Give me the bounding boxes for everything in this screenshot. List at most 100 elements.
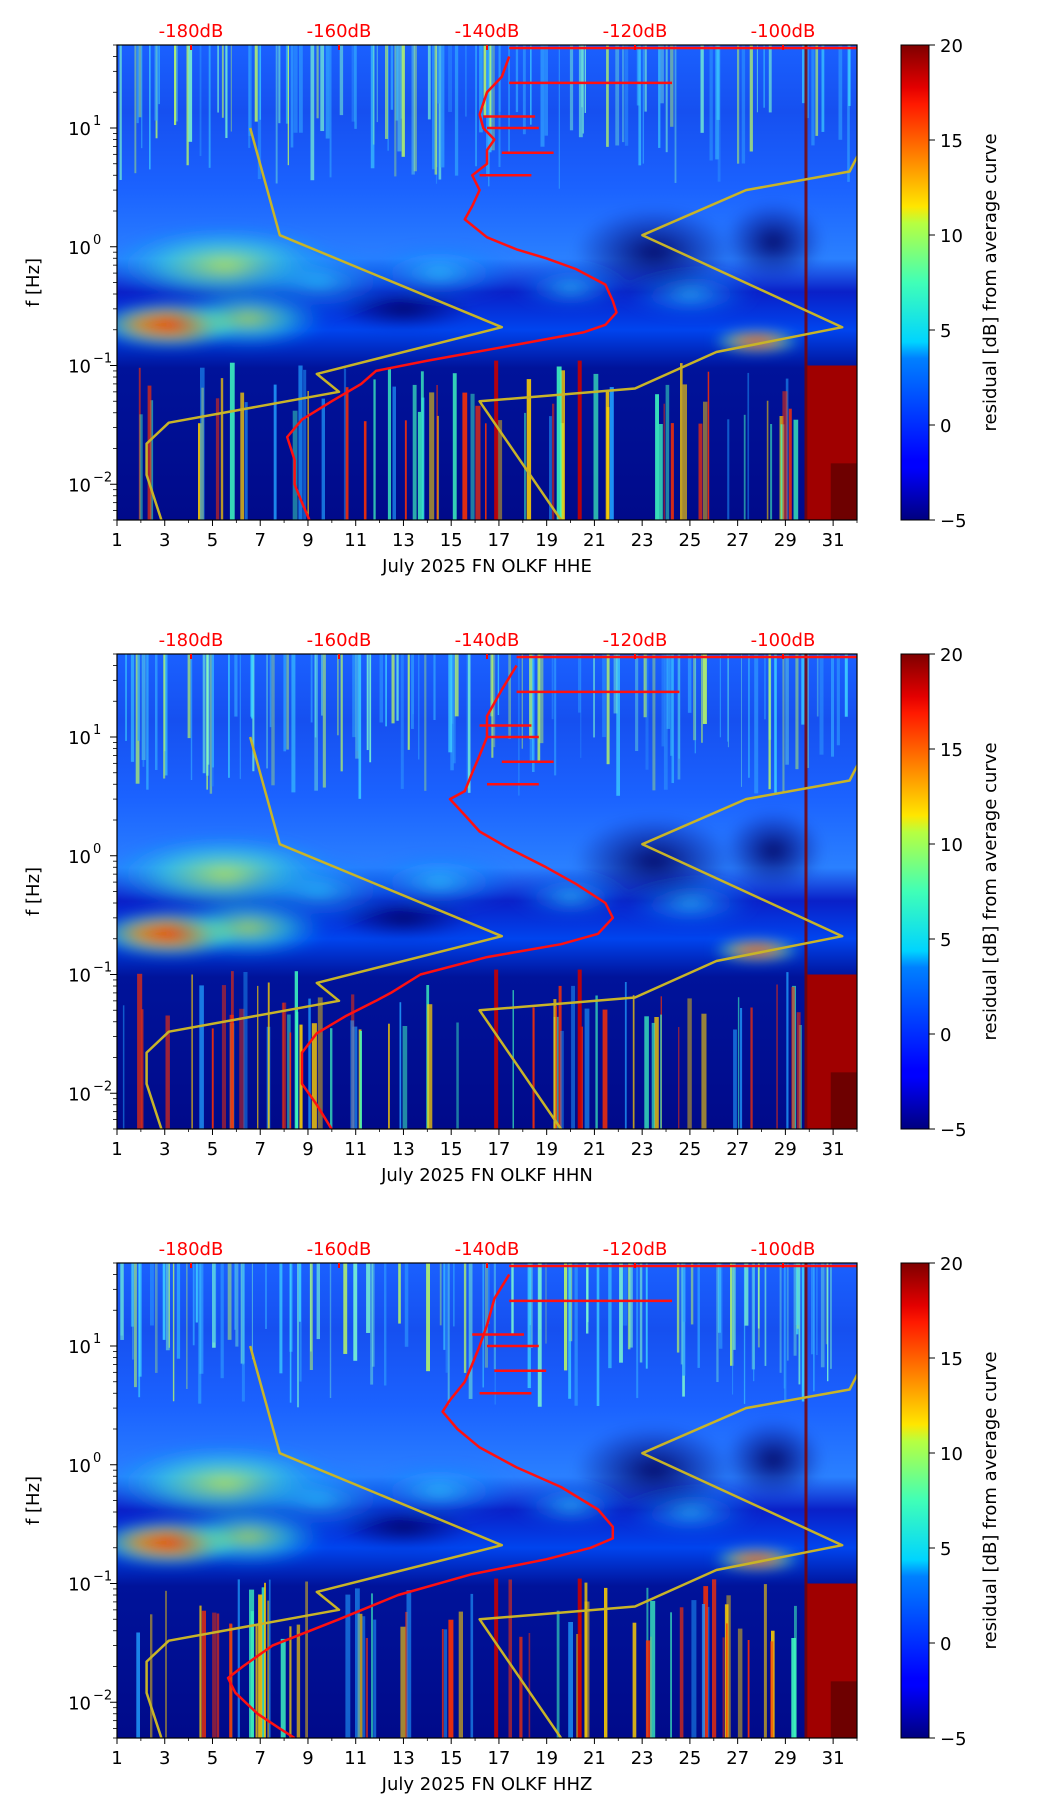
y-axis-title: f [Hz] — [23, 867, 44, 916]
top-axis-label: -120dB — [603, 21, 668, 42]
colorbar-tick-label: 15 — [940, 131, 963, 152]
x-tick-label: 25 — [678, 1748, 701, 1769]
colorbar-tick-label: −5 — [940, 1120, 967, 1141]
top-axis-label: -140dB — [455, 1239, 520, 1260]
x-tick-label: 23 — [631, 530, 654, 551]
y-tick-label: 10 — [68, 119, 91, 140]
colorbar-tick-label: 5 — [940, 930, 951, 951]
x-tick-label: 13 — [392, 530, 415, 551]
colorbar-tick-label: 20 — [940, 36, 963, 57]
x-tick-label: 11 — [344, 530, 367, 551]
noise-model-nhnm — [478, 1372, 857, 1738]
y-tick-label: 10 — [68, 1084, 91, 1105]
x-tick-label: 3 — [159, 1139, 170, 1160]
y-tick-exponent: 1 — [93, 114, 101, 129]
x-tick-label: 29 — [774, 1139, 797, 1160]
x-tick-label: 7 — [254, 1139, 265, 1160]
x-tick-label: 13 — [392, 1139, 415, 1160]
psd-curve — [300, 664, 615, 1129]
noise-model-nlnm — [145, 1345, 504, 1738]
colorbar: −5 0 5 10 15 20 residual [dB] from average cur… — [900, 645, 1001, 1141]
psd-spikes — [479, 81, 672, 177]
y-tick-exponent: −1 — [93, 352, 112, 367]
top-axis-label: -140dB — [455, 630, 520, 651]
x-tick-label: 13 — [392, 1748, 415, 1769]
psd-curve — [285, 56, 618, 520]
y-tick-label: 10 — [68, 728, 91, 749]
x-tick-label: 21 — [583, 1139, 606, 1160]
x-tick-label: 27 — [726, 1139, 749, 1160]
x-tick-label: 21 — [583, 1748, 606, 1769]
x-tick-label: 19 — [535, 1748, 558, 1769]
x-tick-label: 5 — [207, 530, 218, 551]
noise-model-nlnm — [145, 127, 504, 520]
x-tick-label: 19 — [535, 1139, 558, 1160]
x-tick-label: 1 — [111, 1139, 122, 1160]
colorbar-tick-label: 10 — [940, 835, 963, 856]
colorbar-tick-label: 15 — [940, 740, 963, 761]
y-tick-label: 10 — [68, 357, 91, 378]
x-tick-label: 7 — [254, 1748, 265, 1769]
top-axis-label: -180dB — [159, 21, 224, 42]
x-tick-label: 25 — [678, 1139, 701, 1160]
x-tick-label: 31 — [822, 530, 845, 551]
y-axis-title: f [Hz] — [23, 258, 44, 307]
colorbar-tick-label: 5 — [940, 1539, 951, 1560]
spectrogram-streaks — [122, 654, 848, 1129]
y-tick-label: 10 — [68, 1337, 91, 1358]
y-tick-exponent: 0 — [93, 842, 101, 857]
x-tick-label: 15 — [440, 1748, 463, 1769]
x-tick-label: 29 — [774, 1748, 797, 1769]
top-axis-label: -120dB — [603, 1239, 668, 1260]
top-axis-label: -180dB — [159, 1239, 224, 1260]
y-tick-label: 10 — [68, 1693, 91, 1714]
noise-model-nhnm — [478, 154, 857, 520]
y-tick-exponent: −2 — [93, 1079, 112, 1094]
y-tick-label: 10 — [68, 238, 91, 259]
top-axis-label: -100dB — [751, 21, 816, 42]
psd-spikes — [472, 1299, 672, 1395]
colorbar-tick-label: 15 — [940, 1349, 963, 1370]
top-axis-label: -160dB — [307, 630, 372, 651]
top-axis-label: -180dB — [159, 630, 224, 651]
y-tick-exponent: −2 — [93, 470, 112, 485]
x-tick-label: 1 — [111, 530, 122, 551]
x-tick-label: 1 — [111, 1748, 122, 1769]
colorbar-tick-label: 20 — [940, 1254, 963, 1275]
colorbar-gradient — [900, 44, 930, 521]
y-tick-label: 10 — [68, 847, 91, 868]
x-tick-label: 15 — [440, 1139, 463, 1160]
colorbar-tick-label: 0 — [940, 1025, 951, 1046]
noise-model-nhnm — [478, 763, 857, 1129]
x-tick-label: 23 — [631, 1748, 654, 1769]
colorbar-tick-label: −5 — [940, 1729, 967, 1750]
x-tick-label: 27 — [726, 1748, 749, 1769]
x-tick-label: 31 — [822, 1748, 845, 1769]
colorbar-tick-label: 5 — [940, 321, 951, 342]
x-tick-label: 9 — [302, 530, 313, 551]
x-axis-title: July 2025 FN OLKF HHZ — [381, 1774, 593, 1795]
y-tick-exponent: −2 — [93, 1688, 112, 1703]
y-tick-label: 10 — [68, 966, 91, 987]
spectrogram-blobs — [117, 201, 824, 354]
x-tick-label: 7 — [254, 530, 265, 551]
x-axis-title: July 2025 FN OLKF HHN — [380, 1165, 593, 1186]
x-tick-label: 23 — [631, 1139, 654, 1160]
colorbar-label: residual [dB] from average curve — [980, 1351, 1001, 1649]
spectrogram-streaks — [120, 1263, 832, 1738]
x-axis-title: July 2025 FN OLKF HHE — [381, 556, 592, 577]
colorbar-gradient — [900, 1262, 930, 1739]
colorbar-tick-label: 0 — [940, 1634, 951, 1655]
noise-model-nlnm — [145, 736, 504, 1129]
y-tick-exponent: 1 — [93, 723, 101, 738]
x-tick-label: 11 — [344, 1748, 367, 1769]
x-tick-label: 25 — [678, 530, 701, 551]
y-tick-exponent: −1 — [93, 1570, 112, 1585]
spectrogram — [117, 1263, 857, 1738]
spectrogram-streaks — [119, 45, 851, 520]
spectrogram-blobs — [117, 1419, 824, 1572]
psd-curve — [226, 1273, 615, 1738]
